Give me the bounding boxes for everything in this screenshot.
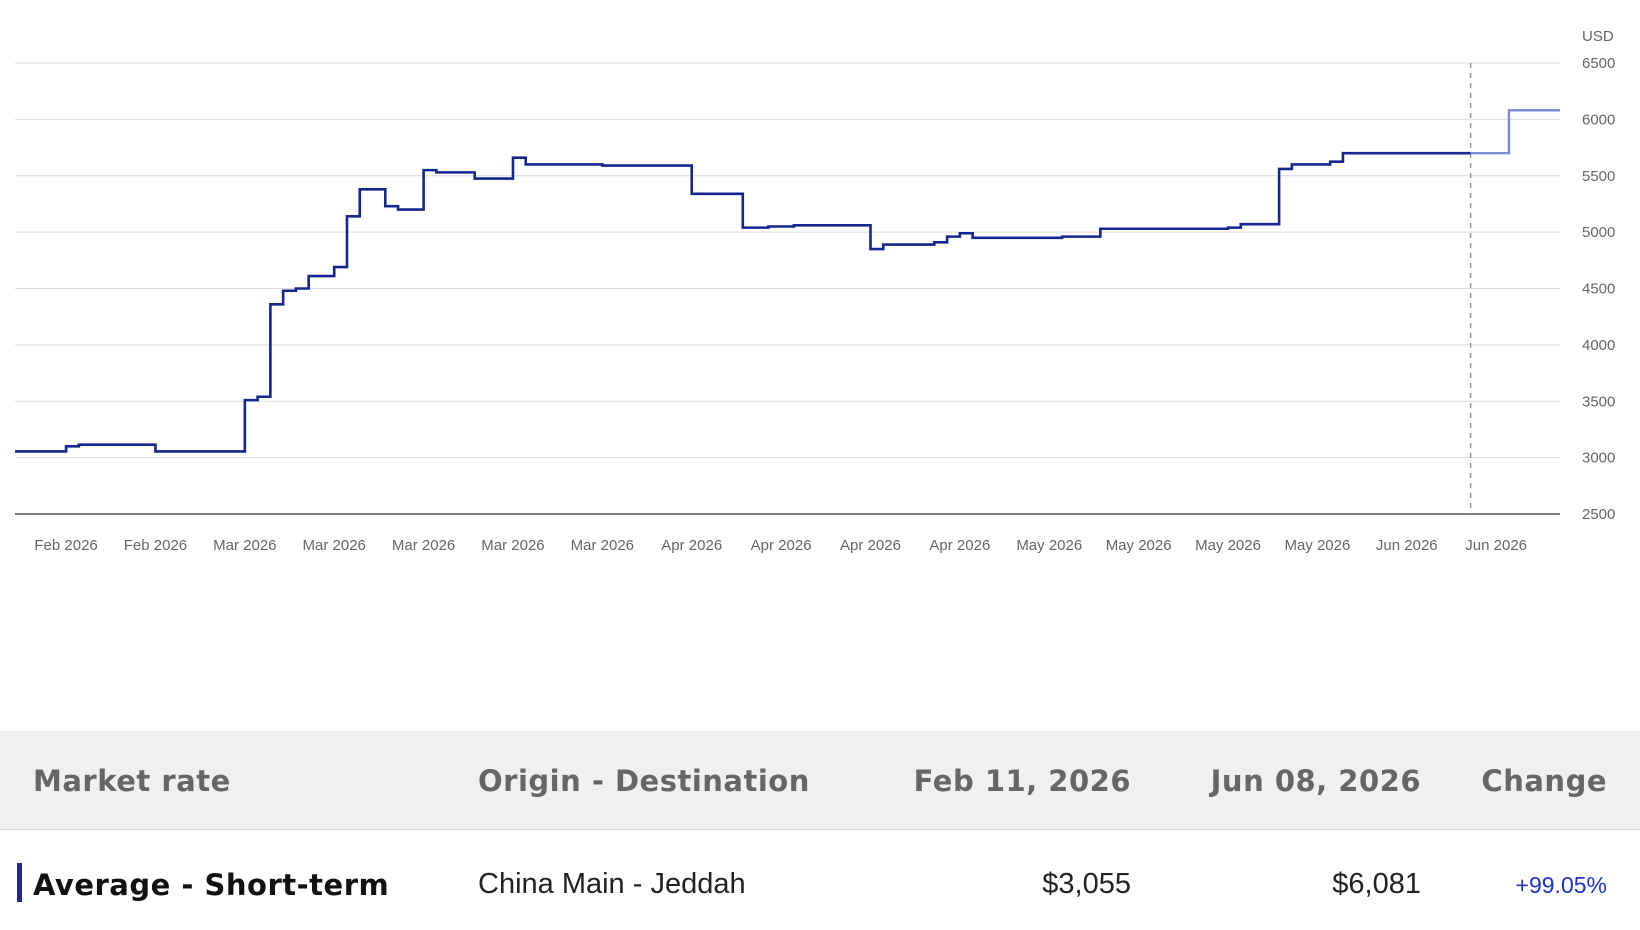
y-tick-label: 4500 bbox=[1582, 281, 1615, 298]
x-tick-label: Mar 2026 bbox=[213, 537, 276, 554]
x-tick-label: May 2026 bbox=[1284, 537, 1350, 554]
x-tick-label: Apr 2026 bbox=[661, 537, 722, 554]
x-tick-label: Mar 2026 bbox=[392, 537, 455, 554]
row-accent-bar bbox=[17, 863, 22, 902]
row-start-value: $3,055 bbox=[1042, 868, 1131, 900]
table-row[interactable]: Average - Short-term China Main - Jeddah… bbox=[0, 830, 1640, 930]
rates-table: Market rate Origin - Destination Feb 11,… bbox=[0, 731, 1640, 930]
x-tick-label: Mar 2026 bbox=[481, 537, 544, 554]
table-header: Market rate Origin - Destination Feb 11,… bbox=[0, 731, 1640, 830]
actual-rate-series bbox=[15, 151, 1471, 453]
y-tick-label: 3500 bbox=[1582, 393, 1615, 410]
x-tick-label: Apr 2026 bbox=[751, 537, 812, 554]
x-tick-label: Mar 2026 bbox=[571, 537, 634, 554]
y-axis-unit-label: USD bbox=[1582, 28, 1614, 45]
y-tick-label: 6000 bbox=[1582, 111, 1615, 128]
row-change: +99.05% bbox=[1515, 872, 1607, 898]
x-tick-label: May 2026 bbox=[1195, 537, 1261, 554]
row-market-rate: Average - Short-term bbox=[33, 868, 390, 902]
y-tick-label: 2500 bbox=[1582, 506, 1615, 523]
x-tick-label: Jun 2026 bbox=[1376, 537, 1438, 554]
header-change: Change bbox=[1481, 764, 1607, 798]
header-market-rate: Market rate bbox=[33, 764, 231, 798]
header-end-date: Jun 08, 2026 bbox=[1210, 764, 1421, 798]
header-origin-destination: Origin - Destination bbox=[478, 764, 810, 798]
x-tick-label: Feb 2026 bbox=[124, 537, 187, 554]
y-tick-label: 4000 bbox=[1582, 337, 1615, 354]
y-tick-label: 5000 bbox=[1582, 224, 1615, 241]
x-tick-label: Mar 2026 bbox=[303, 537, 366, 554]
header-start-date: Feb 11, 2026 bbox=[913, 764, 1131, 798]
row-origin-destination: China Main - Jeddah bbox=[478, 868, 746, 900]
row-end-value: $6,081 bbox=[1332, 868, 1421, 900]
x-tick-label: Apr 2026 bbox=[929, 537, 990, 554]
x-tick-label: May 2026 bbox=[1016, 537, 1082, 554]
y-tick-label: 5500 bbox=[1582, 168, 1615, 185]
x-tick-label: Jun 2026 bbox=[1465, 537, 1527, 554]
x-tick-label: Apr 2026 bbox=[840, 537, 901, 554]
rate-chart: 2500 3000 3500 4000 4500 5000 5500 6000 6500 USD F… bbox=[15, 28, 1615, 554]
forecast-rate-series bbox=[1470, 109, 1560, 155]
y-tick-label: 6500 bbox=[1582, 55, 1615, 72]
y-tick-label: 3000 bbox=[1582, 450, 1615, 467]
x-tick-label: May 2026 bbox=[1106, 537, 1172, 554]
x-tick-label: Feb 2026 bbox=[34, 537, 97, 554]
